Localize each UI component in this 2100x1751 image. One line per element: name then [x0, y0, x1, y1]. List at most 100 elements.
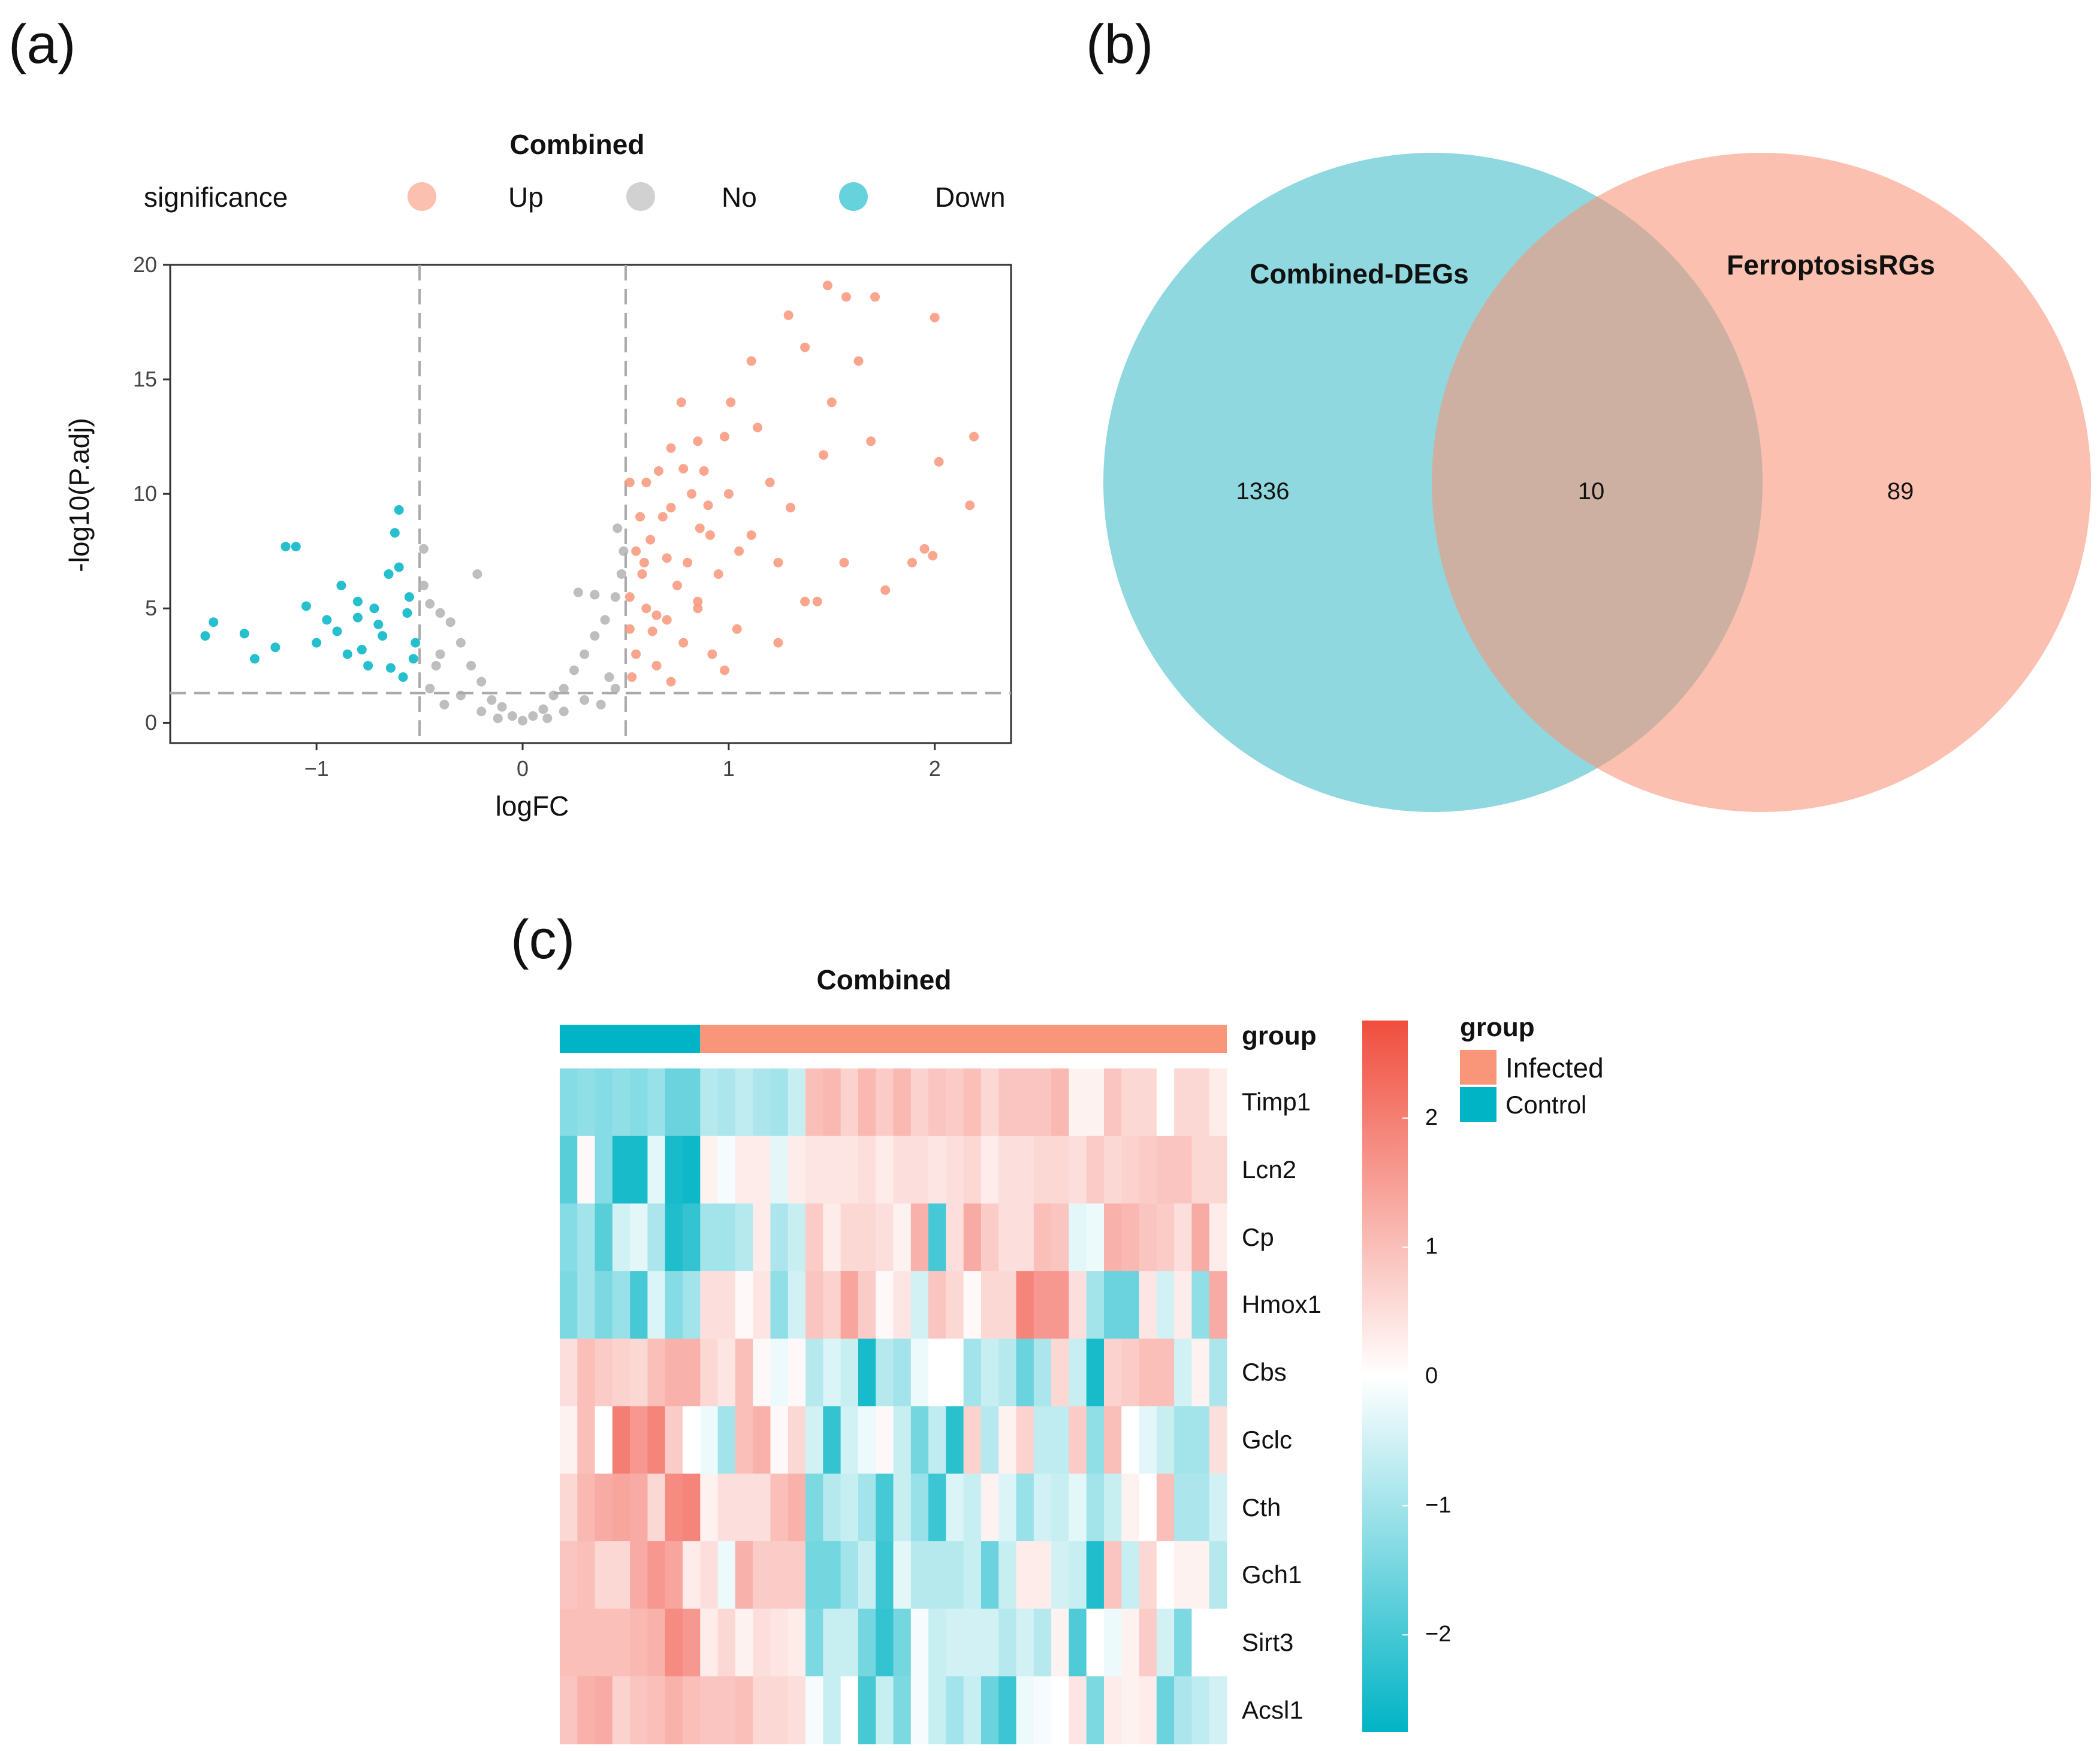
row-label: Gclc	[1242, 1425, 1292, 1454]
heatmap-cell	[787, 1474, 806, 1542]
point-down	[378, 631, 388, 641]
heatmap-cell	[1139, 1541, 1157, 1610]
heatmap-cell	[683, 1608, 701, 1677]
heatmap-cell	[665, 1608, 683, 1677]
heatmap-cell	[577, 1203, 596, 1272]
heatmap-cell	[1051, 1541, 1069, 1610]
heatmap-cell	[1174, 1068, 1193, 1137]
heatmap-cell	[770, 1676, 789, 1744]
heatmap-cell	[683, 1136, 701, 1204]
heatmap-cell	[876, 1203, 894, 1272]
point-down	[209, 617, 219, 627]
venn-label-ferroptosis: FerroptosisRGs	[1727, 249, 1935, 280]
point-up	[635, 512, 645, 522]
heatmap-cell	[1121, 1474, 1140, 1542]
heatmap-cell	[840, 1338, 859, 1407]
heatmap-cell	[735, 1068, 753, 1137]
heatmap-cell	[963, 1271, 982, 1339]
heatmap-cell	[787, 1271, 806, 1339]
heatmap-cell	[1191, 1541, 1210, 1610]
heatmap-cell	[1103, 1676, 1122, 1744]
heatmap-cell	[910, 1608, 929, 1677]
heatmap-cell	[1191, 1608, 1210, 1677]
point-up	[676, 397, 686, 407]
heatmap-cell	[612, 1136, 630, 1204]
heatmap-cell	[1174, 1541, 1193, 1610]
heatmap-cell	[647, 1608, 666, 1677]
heatmap-cell	[946, 1203, 964, 1272]
point-down	[363, 660, 373, 671]
point-no	[507, 711, 517, 721]
heatmap-cell	[946, 1676, 964, 1744]
heatmap-cell	[1069, 1068, 1087, 1137]
point-no	[476, 677, 487, 687]
heatmap-cell	[823, 1338, 841, 1407]
point-up	[800, 596, 810, 606]
heatmap-cell	[560, 1068, 578, 1137]
point-up	[624, 592, 635, 602]
heatmap-cell	[753, 1406, 771, 1474]
heatmap-cell	[683, 1203, 701, 1272]
point-down	[357, 645, 367, 655]
point-up	[662, 553, 672, 563]
heatmap-cell	[1086, 1406, 1105, 1474]
heatmap-cell	[893, 1608, 912, 1677]
heatmap-cell	[1156, 1676, 1175, 1744]
heatmap-cell	[893, 1271, 912, 1339]
point-up	[866, 436, 876, 446]
heatmap-cell	[928, 1541, 946, 1610]
point-up	[686, 489, 696, 499]
heatmap-cell	[770, 1406, 789, 1474]
heatmap-cell	[805, 1203, 823, 1272]
panel-label-b: (b)	[1086, 14, 1154, 75]
legend-swatch-infected	[1460, 1050, 1496, 1085]
heatmap-cell	[787, 1203, 806, 1272]
heatmap-cell	[560, 1406, 578, 1474]
heatmap-cell	[1069, 1271, 1087, 1339]
colorbar-tick-label: −1	[1425, 1492, 1452, 1518]
heatmap-cell	[1191, 1338, 1210, 1407]
plot-frame	[169, 264, 1012, 744]
heatmap-cell	[665, 1271, 683, 1339]
x-tick-label: 2	[928, 756, 941, 781]
heatmap-cell	[998, 1541, 1017, 1610]
heatmap-cell	[1051, 1203, 1069, 1272]
heatmap-cell	[735, 1474, 753, 1542]
point-no	[455, 638, 466, 648]
heatmap-cell	[1139, 1271, 1157, 1339]
heatmap-cell	[1069, 1474, 1087, 1542]
heatmap-cell	[787, 1676, 806, 1744]
heatmap-cell	[805, 1541, 823, 1610]
point-up	[651, 610, 662, 620]
point-up	[819, 450, 829, 460]
heatmap-cell	[1139, 1338, 1157, 1407]
point-no	[431, 660, 441, 671]
heatmap-cell	[858, 1608, 876, 1677]
volcano-title: Combined	[509, 129, 645, 160]
heatmap-cell	[893, 1474, 912, 1542]
heatmap-cell	[787, 1608, 806, 1677]
venn-label-combined-degs: Combined-DEGs	[1250, 258, 1469, 289]
heatmap-cell	[700, 1338, 719, 1407]
heatmap-cell	[858, 1338, 876, 1407]
heatmap-cell	[1174, 1203, 1193, 1272]
heatmap-cell	[770, 1608, 789, 1677]
heatmap-cell	[1139, 1203, 1157, 1272]
heatmap-cell	[1051, 1406, 1069, 1474]
heatmap-cell	[1121, 1203, 1140, 1272]
heatmap-cell	[980, 1136, 999, 1204]
heatmap-cell	[630, 1068, 648, 1137]
heatmap-cell	[963, 1136, 982, 1204]
heatmap-cell	[928, 1338, 946, 1407]
heatmap-cell	[665, 1474, 683, 1542]
heatmap-cell	[717, 1136, 736, 1204]
legend-title: significance	[144, 182, 288, 213]
point-up	[678, 464, 689, 474]
heatmap-cell	[1174, 1676, 1193, 1744]
point-up	[746, 356, 756, 366]
point-up	[919, 544, 930, 554]
heatmap-cell	[560, 1203, 578, 1272]
heatmap-cell	[1156, 1203, 1175, 1272]
group-legend-title: group	[1460, 1013, 1535, 1042]
